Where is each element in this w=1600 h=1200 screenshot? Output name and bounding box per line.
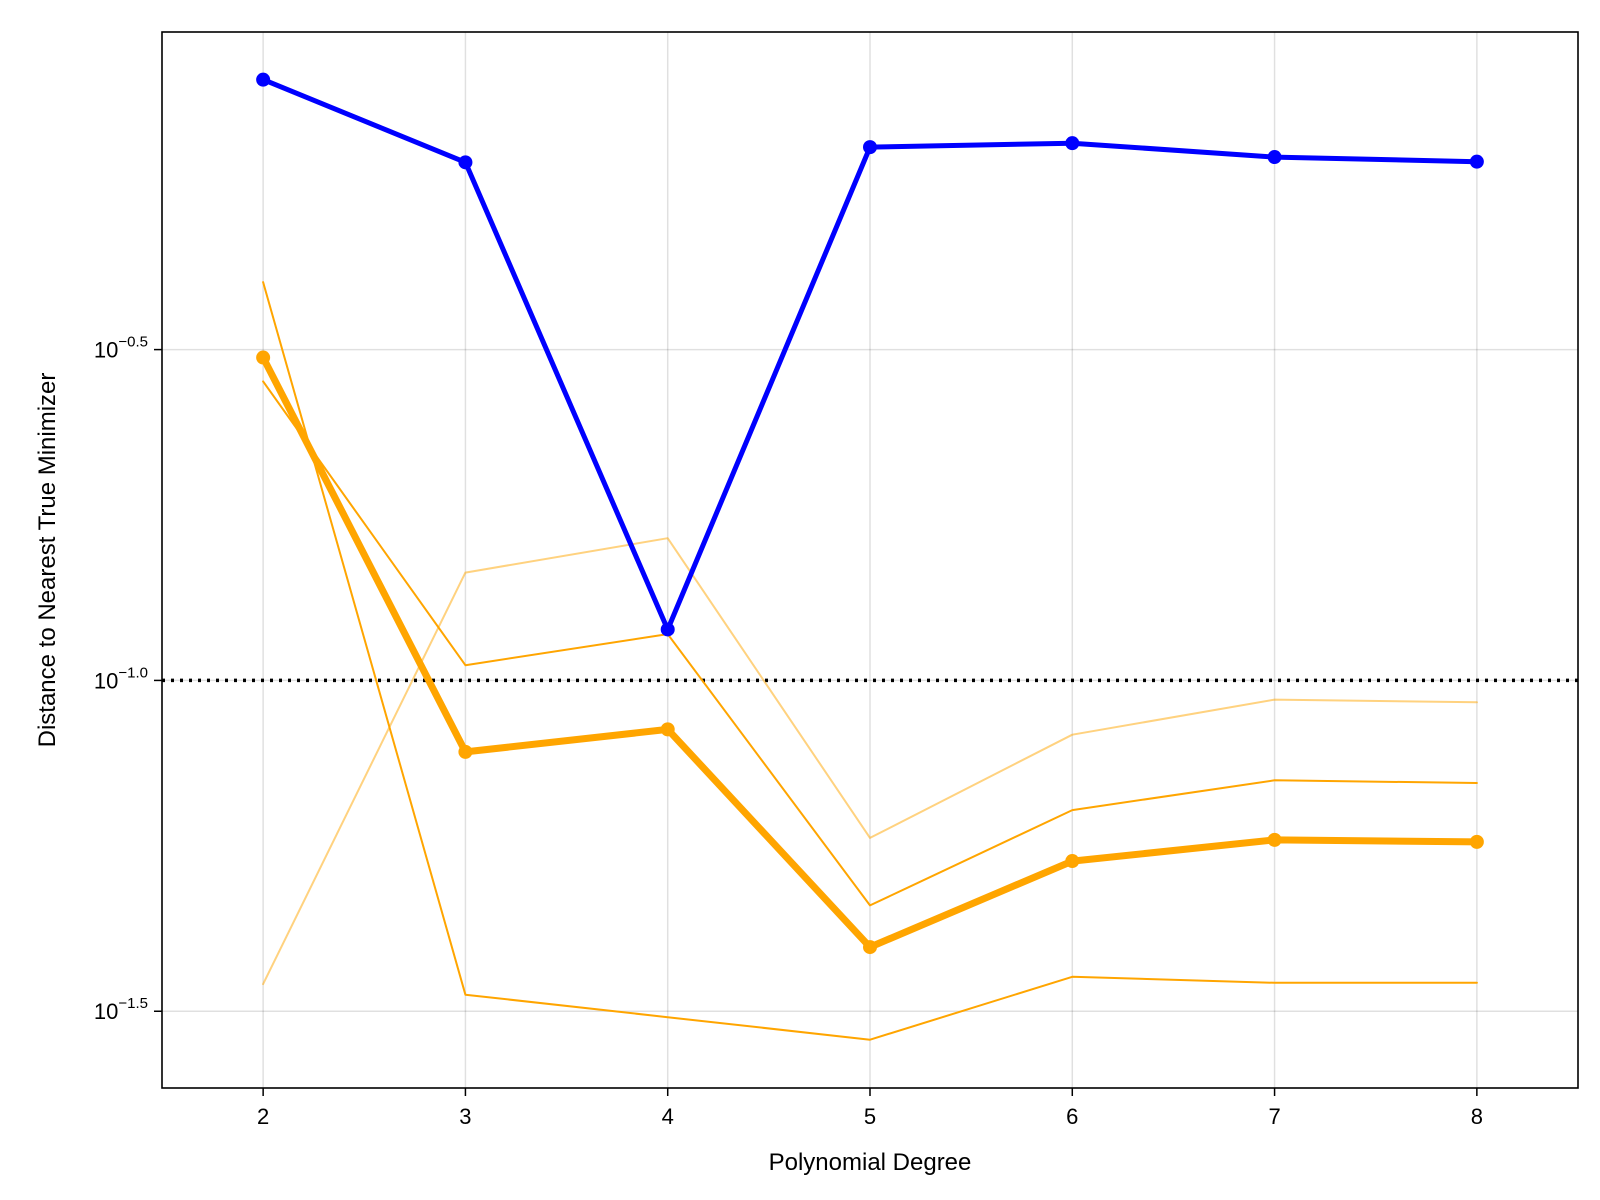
x-axis-label: Polynomial Degree	[769, 1149, 972, 1176]
y-axis-label: Distance to Nearest True Minimizer	[34, 373, 61, 748]
series-line	[262, 380, 1478, 907]
x-tick-label: 3	[459, 1104, 471, 1129]
x-axis-ticks: 2 3 4 5 6 7 8	[257, 1088, 1483, 1129]
data-point	[458, 744, 473, 759]
series-line	[262, 537, 1478, 986]
data-point	[863, 940, 877, 955]
data-point	[1267, 150, 1282, 165]
data-point	[458, 155, 473, 170]
x-tick-label: 2	[257, 1104, 269, 1129]
grid-lines	[162, 32, 1578, 1088]
series-4	[256, 350, 1484, 955]
data-point	[1267, 832, 1282, 847]
data-point	[1469, 154, 1484, 169]
series-layer	[256, 72, 1484, 1041]
series-1	[262, 537, 1478, 986]
series-2	[262, 380, 1478, 907]
x-tick-label: 8	[1471, 1104, 1483, 1129]
series-5	[256, 72, 1484, 637]
data-point	[1065, 136, 1080, 151]
y-tick-label: 10−1.0	[94, 664, 148, 693]
data-point	[1065, 854, 1080, 869]
x-tick-label: 6	[1066, 1104, 1078, 1129]
x-tick-label: 7	[1268, 1104, 1280, 1129]
y-axis-ticks: 10−0.5 10−1.0 10−1.5	[94, 334, 162, 1024]
series-line	[262, 281, 1478, 1041]
data-point	[1469, 834, 1484, 849]
x-tick-label: 5	[864, 1104, 876, 1129]
y-tick-label: 10−1.5	[94, 995, 148, 1024]
data-point	[256, 350, 271, 365]
data-point	[660, 722, 675, 737]
data-point	[863, 140, 877, 155]
series-3	[262, 281, 1478, 1041]
y-tick-label: 10−0.5	[94, 334, 148, 363]
x-tick-label: 4	[662, 1104, 674, 1129]
data-point	[256, 72, 271, 87]
data-point	[660, 622, 675, 637]
